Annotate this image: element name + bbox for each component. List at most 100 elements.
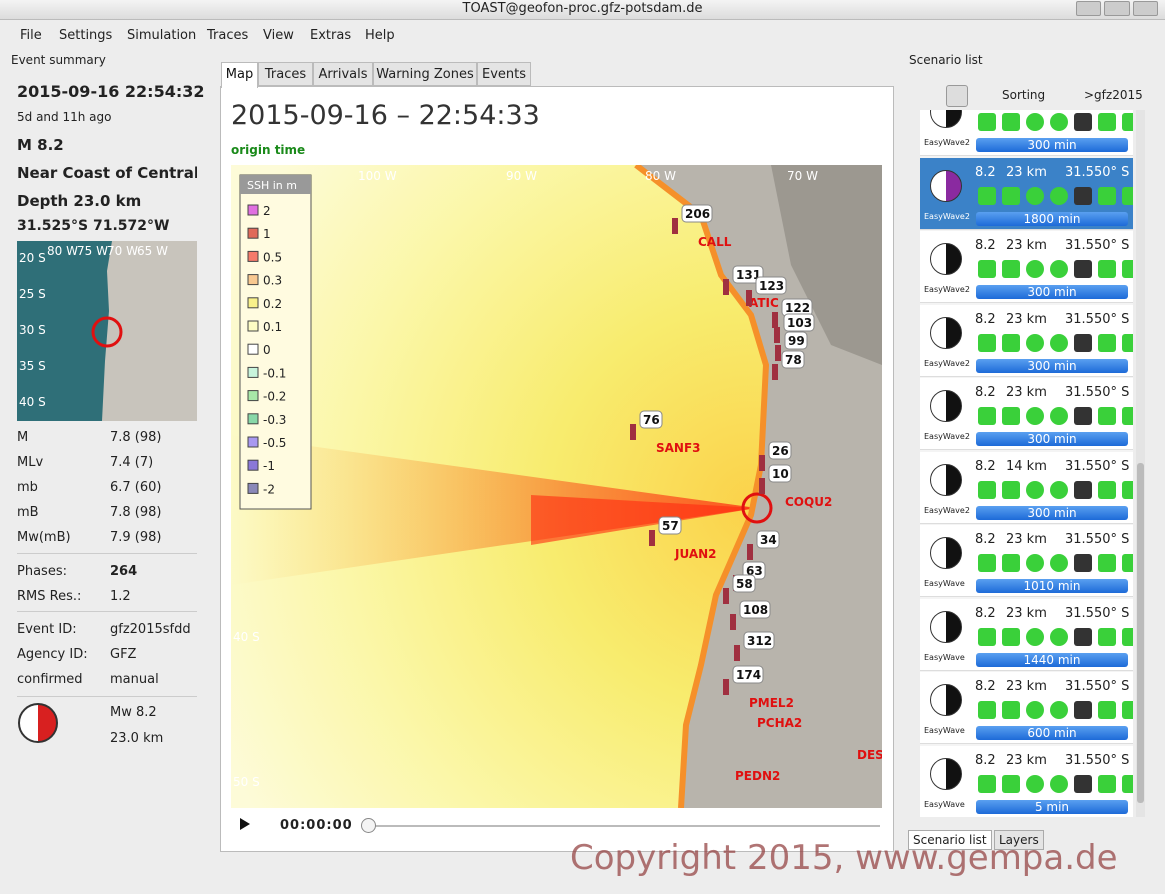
station-value: 78 <box>785 353 802 367</box>
tab[interactable]: Events <box>477 62 531 86</box>
play-icon[interactable] <box>240 818 250 830</box>
scenario-item[interactable]: 8.2 23 km 31.550° S EasyWave2 300 min <box>920 378 1133 450</box>
maximize-button[interactable] <box>1104 1 1130 16</box>
scenario-duration: 5 min <box>976 799 1128 814</box>
scenario-flag <box>1002 333 1020 352</box>
scenario-depth: 23 km <box>1006 679 1047 694</box>
menu-item[interactable]: Traces <box>207 28 249 43</box>
legend-label: -1 <box>263 459 275 473</box>
menu-item[interactable]: Settings <box>59 28 113 43</box>
player-time: 00:00:00 <box>280 818 353 833</box>
station-gauge <box>723 279 729 295</box>
sort-button[interactable]: Sorting <box>1002 88 1046 102</box>
scenario-flag <box>1122 627 1133 646</box>
scenario-beachball <box>930 110 962 128</box>
tab[interactable]: Map <box>221 62 258 88</box>
scenario-item[interactable]: 8.2 23 km 31.550° S EasyWave2 300 min <box>920 231 1133 303</box>
menu-item[interactable]: Extras <box>310 28 352 43</box>
station-value-box <box>755 276 787 295</box>
station-name: CALL <box>698 235 732 249</box>
scenario-item[interactable]: 8.2 14 km 31.550° S EasyWave2 300 min <box>920 451 1133 524</box>
station-gauge <box>759 455 765 471</box>
close-button[interactable] <box>1132 1 1158 16</box>
station-name: SANF3 <box>656 441 701 455</box>
scenario-flag <box>978 480 996 499</box>
scenario-beachball <box>930 169 962 202</box>
bottom-tab[interactable]: Scenario list <box>908 830 992 850</box>
view-toggle[interactable] <box>946 85 968 107</box>
map-lon-label: 90 W <box>506 169 537 183</box>
scenario-flag <box>1074 627 1092 646</box>
map-lat-label: 50 S <box>233 775 260 789</box>
scenario-item[interactable]: 8.2 23 km 31.550° S EasyWave2 1800 min <box>920 157 1133 230</box>
scenario-item[interactable]: 8.2 23 km 31.550° S EasyWave 1440 min <box>920 598 1133 671</box>
minimize-button[interactable] <box>1076 1 1102 16</box>
scenario-flag <box>1098 701 1116 719</box>
scenario-flag <box>978 186 996 205</box>
scenario-flag <box>1098 113 1116 131</box>
magnitude-type: Mw(mB) <box>17 530 71 545</box>
scenario-duration: 300 min <box>976 285 1128 299</box>
scenario-item[interactable]: 8.2 23 km 31.550° S EasyWave 1010 min <box>920 525 1133 597</box>
scenario-flag <box>1002 701 1020 719</box>
scenario-depth: 23 km <box>1006 238 1047 253</box>
scenario-model: EasyWave2 <box>924 211 970 221</box>
mini-map-lon: 65 W <box>137 244 168 258</box>
scenario-flag <box>1050 113 1068 131</box>
station-value: 174 <box>736 668 761 682</box>
station-gauge <box>746 290 752 306</box>
scenario-beachball <box>930 684 962 716</box>
legend-swatch <box>247 204 259 216</box>
scenario-flag <box>1050 260 1068 278</box>
scenario-flag <box>1098 554 1116 572</box>
event-depth: Depth 23.0 km <box>17 192 142 210</box>
magnitude-value: 7.8 (98) <box>110 430 162 445</box>
station-value-box <box>781 350 805 369</box>
station-gauge <box>772 364 778 380</box>
id-value: manual <box>110 672 159 687</box>
scenario-flag <box>1074 260 1092 278</box>
station-gauge <box>747 544 753 560</box>
scenario-item[interactable]: 8.2 23 km 31.550° S EasyWave2 300 min <box>920 304 1133 377</box>
station-gauge <box>775 345 781 361</box>
scenario-item[interactable]: EasyWave2 300 min <box>920 110 1133 156</box>
scenario-flag <box>1074 113 1092 131</box>
timeline-knob[interactable] <box>361 818 376 833</box>
scenario-flag <box>1050 554 1068 572</box>
station-value-box <box>732 574 756 593</box>
scenario-flag <box>1026 480 1044 499</box>
tab[interactable]: Arrivals <box>313 62 373 86</box>
mini-map-lat: 35 S <box>19 359 46 373</box>
menu-item[interactable]: View <box>263 28 294 43</box>
scenario-flag <box>1002 407 1020 425</box>
scenario-flag <box>1074 480 1092 499</box>
tab[interactable]: Warning Zones <box>373 62 477 86</box>
scenario-duration: 1440 min <box>976 652 1128 667</box>
magnitude-value: 7.8 (98) <box>110 505 162 520</box>
scenario-mag: 8.2 <box>975 532 996 547</box>
legend-label: -0.2 <box>263 390 286 404</box>
station-gauge <box>672 218 678 234</box>
map-lon-label: 100 W <box>358 169 397 183</box>
scenario-item[interactable]: 8.2 23 km 31.550° S EasyWave 600 min <box>920 672 1133 744</box>
menu-item[interactable]: Simulation <box>127 28 197 43</box>
timeline-track <box>370 825 880 827</box>
scenario-flag <box>1098 627 1116 646</box>
menu-item[interactable]: Help <box>365 28 395 43</box>
scenario-item[interactable]: 8.2 23 km 31.550° S EasyWave 5 min <box>920 745 1133 817</box>
scenario-flag <box>1050 407 1068 425</box>
station-name: PMEL2 <box>749 696 794 710</box>
scenario-duration: 300 min <box>976 432 1128 446</box>
mini-map-lat: 30 S <box>19 323 46 337</box>
tab[interactable]: Traces <box>258 62 313 86</box>
station-value: 34 <box>760 533 777 547</box>
magnitude-value: 6.7 (60) <box>110 480 162 495</box>
station-value: 108 <box>743 603 768 617</box>
menu-item[interactable]: File <box>20 28 42 43</box>
scenario-flag <box>1026 407 1044 425</box>
scenario-flag <box>1002 480 1020 499</box>
panel-title: Scenario list <box>909 53 983 67</box>
scenario-beachball <box>930 757 962 790</box>
bottom-tab[interactable]: Layers <box>994 830 1044 850</box>
scenario-flag <box>1122 554 1133 572</box>
